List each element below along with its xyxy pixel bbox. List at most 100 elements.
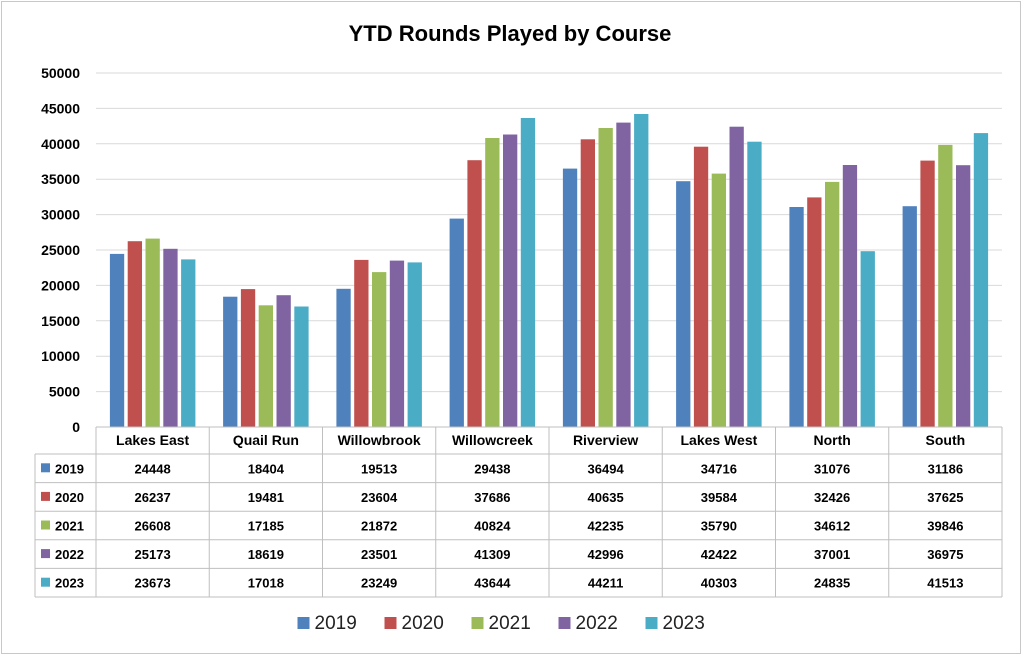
table-cell: 24448 bbox=[135, 461, 171, 476]
table-legend-key bbox=[41, 491, 50, 501]
table-cell: 29438 bbox=[474, 461, 510, 476]
legend-label: 2023 bbox=[663, 613, 705, 634]
bar bbox=[389, 260, 405, 427]
table-cell: 37625 bbox=[927, 490, 963, 505]
bar bbox=[109, 253, 125, 427]
table-cell: 36975 bbox=[927, 547, 963, 562]
bar bbox=[973, 133, 989, 427]
chart-title: YTD Rounds Played by Course bbox=[349, 21, 672, 46]
bar bbox=[467, 160, 482, 427]
table-cell: 36494 bbox=[588, 461, 625, 476]
table-cell: 34612 bbox=[814, 519, 850, 534]
table-legend-key bbox=[41, 577, 50, 587]
bar bbox=[240, 289, 256, 427]
bar bbox=[902, 206, 917, 427]
table-cell: 42422 bbox=[701, 547, 737, 562]
legend: 2019 2020 2021 2022 2023 bbox=[297, 613, 705, 634]
table-cell: 17185 bbox=[248, 519, 284, 534]
table-cell: 31186 bbox=[928, 461, 963, 476]
bar bbox=[920, 160, 935, 427]
y-axis: 0 5000 10000 15000 20000 25000 30000 35000 40000… bbox=[41, 65, 80, 435]
bar bbox=[181, 259, 196, 427]
bar bbox=[372, 272, 387, 427]
table-series-label: 2023 bbox=[55, 576, 84, 591]
y-tick-label: 15000 bbox=[41, 313, 80, 329]
table-cell: 19481 bbox=[248, 490, 284, 505]
legend-label: 2020 bbox=[402, 613, 444, 634]
bar bbox=[223, 296, 238, 427]
y-tick-label: 0 bbox=[72, 419, 80, 435]
bar bbox=[842, 165, 858, 427]
table-series-label: 2021 bbox=[55, 519, 84, 534]
category-label: Lakes West bbox=[680, 432, 757, 448]
bar bbox=[634, 114, 649, 427]
bar bbox=[938, 144, 953, 427]
table-cell: 41309 bbox=[474, 547, 510, 562]
table-cell: 26237 bbox=[135, 490, 171, 505]
table-cell: 21872 bbox=[361, 519, 397, 534]
bar bbox=[449, 218, 464, 427]
legend-swatch bbox=[297, 617, 310, 629]
table-cell: 40635 bbox=[588, 490, 624, 505]
table-cell: 18619 bbox=[248, 547, 284, 562]
y-tick-label: 30000 bbox=[41, 207, 80, 223]
table-cell: 34716 bbox=[701, 461, 737, 476]
bar bbox=[520, 118, 536, 427]
bar bbox=[354, 259, 369, 427]
table-cell: 19513 bbox=[361, 461, 397, 476]
category-label: Lakes East bbox=[116, 432, 189, 448]
category-label: Quail Run bbox=[233, 432, 299, 448]
bar bbox=[789, 207, 804, 427]
table-cell: 41513 bbox=[927, 576, 963, 591]
bar bbox=[294, 306, 309, 427]
legend-swatch bbox=[558, 617, 571, 629]
table-cell: 32426 bbox=[814, 490, 850, 505]
legend-swatch bbox=[471, 617, 484, 629]
bar bbox=[336, 288, 351, 427]
bar bbox=[956, 165, 971, 427]
table-cell: 31076 bbox=[814, 461, 850, 476]
table-legend-key bbox=[41, 463, 50, 473]
table-cell: 39584 bbox=[701, 490, 738, 505]
table-cell: 25173 bbox=[135, 547, 171, 562]
table-series-label: 2022 bbox=[55, 547, 84, 562]
y-tick-label: 5000 bbox=[49, 384, 80, 400]
y-tick-label: 50000 bbox=[41, 65, 80, 81]
table-series-label: 2019 bbox=[55, 461, 84, 476]
legend-label: 2019 bbox=[315, 613, 357, 634]
table-cell: 37001 bbox=[814, 547, 850, 562]
table-cell: 42996 bbox=[588, 547, 624, 562]
table-cell: 37686 bbox=[474, 490, 510, 505]
table-cell: 26608 bbox=[135, 519, 171, 534]
category-label: Riverview bbox=[573, 432, 638, 448]
legend-swatch bbox=[384, 617, 397, 629]
y-tick-label: 20000 bbox=[41, 277, 80, 293]
y-tick-label: 45000 bbox=[41, 100, 80, 116]
table-cell: 40303 bbox=[701, 576, 737, 591]
table-cell: 40824 bbox=[474, 519, 511, 534]
table-cell: 23249 bbox=[361, 576, 397, 591]
bar bbox=[825, 181, 840, 427]
data-table: Lakes East Quail Run Willowbrook Willowcree… bbox=[34, 426, 1003, 598]
bar bbox=[580, 139, 595, 428]
legend-label: 2022 bbox=[576, 613, 618, 634]
table-cell: 18404 bbox=[248, 461, 285, 476]
bar bbox=[276, 295, 291, 427]
y-tick-label: 35000 bbox=[41, 171, 80, 187]
table-cell: 42235 bbox=[588, 519, 624, 534]
bar bbox=[258, 305, 273, 427]
bar bbox=[407, 262, 422, 427]
table-cell: 23604 bbox=[361, 490, 398, 505]
category-label: Willowcreek bbox=[452, 432, 533, 448]
bar bbox=[693, 146, 709, 427]
bar bbox=[562, 168, 578, 427]
y-tick-label: 25000 bbox=[41, 242, 80, 258]
table-series-label: 2020 bbox=[55, 490, 84, 505]
table-legend-key bbox=[41, 520, 50, 530]
bar bbox=[485, 138, 500, 427]
bar bbox=[711, 173, 726, 427]
bar bbox=[616, 122, 631, 427]
legend-swatch bbox=[645, 617, 658, 629]
y-tick-label: 10000 bbox=[41, 348, 80, 364]
